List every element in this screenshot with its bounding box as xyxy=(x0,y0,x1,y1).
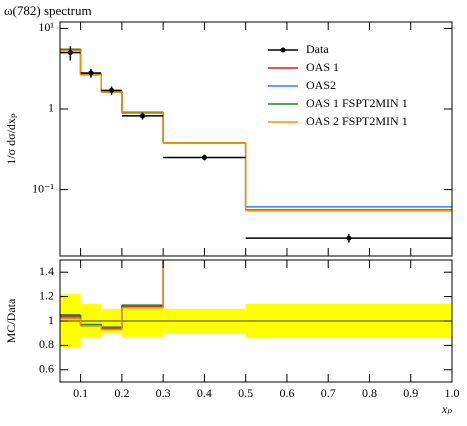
legend-label: Data xyxy=(306,42,329,56)
axes: 10⁻¹ 1 10¹ 0.6 0.8 1 1.2 1.4 0.1 0.2 0.3 0.4 0.5 0.6 0… xyxy=(32,20,459,400)
legend-marker xyxy=(280,47,286,53)
ratio-y-tick-label: 0.8 xyxy=(39,337,54,351)
x-tick-label: 0.5 xyxy=(238,386,253,400)
legend-label: OAS2 xyxy=(306,78,336,92)
ratio-y-tick-label: 1.4 xyxy=(39,264,54,278)
legend-label: OAS 1 FSPT2MIN 1 xyxy=(306,96,408,110)
data-point xyxy=(88,70,94,76)
y-tick-label: 1 xyxy=(48,101,54,115)
legend-label: OAS 1 xyxy=(306,60,339,74)
x-tick-label: 0.7 xyxy=(321,386,336,400)
ratio-y-tick-label: 1 xyxy=(48,313,54,327)
x-tick-label: 0.6 xyxy=(279,386,294,400)
y-tick-label: 10¹ xyxy=(38,20,54,34)
data-point xyxy=(67,50,73,56)
y-tick-label: 10⁻¹ xyxy=(32,181,54,195)
legend-label: OAS 2 FSPT2MIN 1 xyxy=(306,114,408,128)
data-point xyxy=(346,235,352,241)
x-axis-label: xₚ xyxy=(441,402,452,416)
y-axis-label: 1/σ dσ/dxₚ xyxy=(4,113,18,165)
data-point xyxy=(201,155,207,161)
x-tick-label: 0.2 xyxy=(114,386,129,400)
ratio-y-axis-label: MC/Data xyxy=(4,298,18,343)
x-tick-label: 1.0 xyxy=(445,386,460,400)
ratio-plot xyxy=(60,260,452,348)
main-frame xyxy=(59,21,453,257)
data-point xyxy=(109,87,115,93)
data-point xyxy=(140,113,146,119)
x-tick-label: 0.1 xyxy=(73,386,88,400)
x-tick-label: 0.8 xyxy=(362,386,377,400)
main-plot xyxy=(60,46,452,243)
ratio-y-tick-label: 1.2 xyxy=(39,288,54,302)
ratio-y-tick-label: 0.6 xyxy=(39,362,54,376)
x-tick-label: 0.4 xyxy=(197,386,212,400)
x-tick-label: 0.9 xyxy=(403,386,418,400)
ratio-frame xyxy=(59,259,453,383)
chart-title: ω(782) spectrum xyxy=(4,3,92,18)
x-tick-label: 0.3 xyxy=(156,386,171,400)
